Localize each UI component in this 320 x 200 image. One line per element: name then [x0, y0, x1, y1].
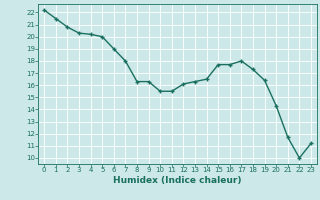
X-axis label: Humidex (Indice chaleur): Humidex (Indice chaleur) [113, 176, 242, 185]
